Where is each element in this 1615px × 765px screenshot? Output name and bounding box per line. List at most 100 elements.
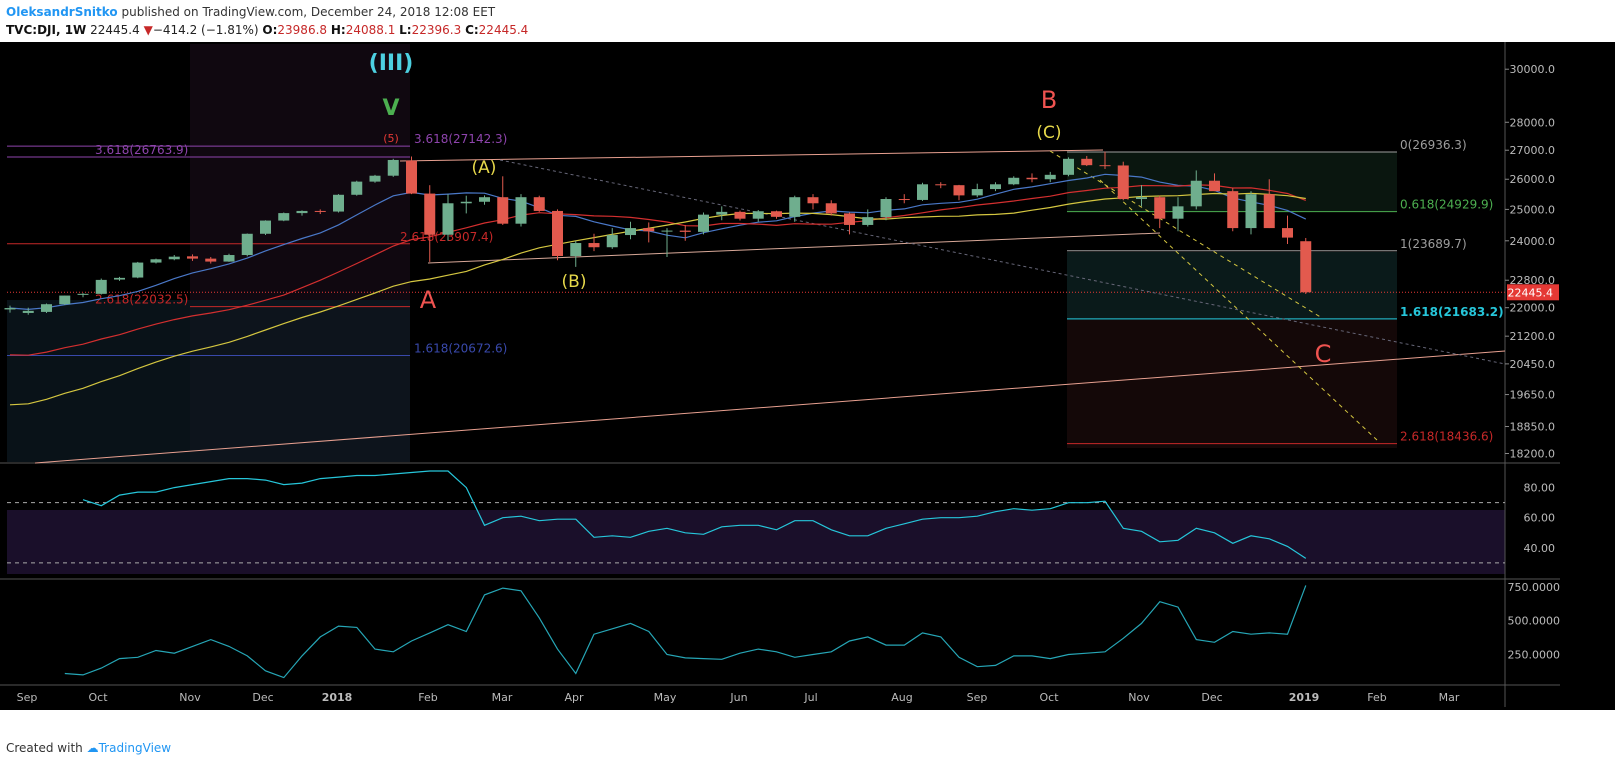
fib-zone-2	[1067, 320, 1397, 448]
footer-credit: Created with ☁TradingView	[6, 741, 171, 755]
down-arrow-icon: ▼	[143, 23, 153, 37]
candle-body	[862, 217, 874, 225]
wave-label: (5)	[383, 132, 399, 145]
time-tick-label: Sep	[17, 691, 38, 704]
candle-body	[1044, 174, 1056, 180]
candle-body	[625, 228, 636, 236]
candle-body	[1227, 191, 1239, 229]
time-tick-label: Jul	[803, 691, 817, 704]
candle-body	[77, 293, 89, 295]
candle-body	[588, 243, 600, 248]
rsi-line	[82, 470, 1307, 559]
candle-body	[132, 262, 144, 278]
candle-body	[424, 193, 436, 235]
candle-body	[369, 175, 381, 182]
time-tick-label: Nov	[179, 691, 201, 704]
candle-body	[716, 211, 728, 215]
candle-body	[406, 160, 417, 194]
candle-body	[898, 199, 910, 201]
candle-body	[241, 233, 253, 256]
author-link[interactable]: OleksandrSnitko	[6, 5, 118, 19]
candle-body	[643, 228, 655, 232]
published-text: published on TradingView.com, December 2…	[121, 5, 496, 19]
open-value: 23986.8	[277, 23, 328, 37]
candle-body	[533, 197, 545, 211]
moving-average-line	[9, 184, 1307, 356]
candle-body	[168, 256, 180, 260]
price-tick-label: 22000.0	[1510, 302, 1556, 315]
time-tick-label: Jun	[729, 691, 747, 704]
close-label: C:	[465, 23, 479, 37]
candle-body	[1154, 197, 1166, 219]
wave-label: (III)	[369, 51, 414, 76]
candle-body	[205, 258, 217, 262]
candle-body	[570, 243, 582, 257]
candle-body	[971, 189, 983, 196]
candle-body	[515, 197, 527, 224]
fib-level-label: 2.618(18436.6)	[1400, 430, 1493, 444]
symbol-label[interactable]: TVC:DJI, 1W	[6, 23, 87, 37]
candle-body	[1081, 158, 1093, 166]
candle-body	[990, 184, 1001, 190]
tradingview-link[interactable]: TradingView	[98, 741, 172, 755]
created-with-text: Created with	[6, 741, 83, 755]
candle-body	[278, 213, 290, 221]
projection-line	[1049, 150, 1323, 319]
candle-body	[679, 230, 691, 232]
tradingview-logo-icon[interactable]: ☁	[86, 741, 99, 755]
channel-fill	[7, 300, 410, 462]
wave-label: (B)	[562, 272, 587, 292]
candle-body	[22, 310, 34, 313]
candle-body	[223, 255, 235, 262]
time-tick-label: Dec	[252, 691, 273, 704]
price-tick-label: 22800.0	[1510, 274, 1556, 287]
ohlc-legend: TVC:DJI, 1W 22445.4 ▼−414.2 (−1.81%) O:2…	[6, 23, 528, 37]
candle-body	[114, 277, 125, 280]
close-value: 22445.4	[478, 23, 529, 37]
candle-body	[953, 185, 965, 196]
candle-body	[825, 203, 837, 214]
price-tick-label: 24000.0	[1510, 235, 1556, 248]
time-tick-label: Feb	[418, 691, 437, 704]
candle-body	[296, 210, 308, 214]
fib-level-label: 1(23689.7)	[1400, 237, 1467, 251]
time-tick-label: Apr	[564, 691, 584, 704]
candle-body	[187, 256, 198, 259]
candle-body	[606, 235, 618, 248]
low-value: 22396.3	[411, 23, 462, 37]
candle-body	[1026, 177, 1038, 180]
candle-body	[387, 159, 399, 176]
candle-body	[260, 220, 271, 234]
price-tick-label: 19650.0	[1510, 389, 1556, 402]
candle-body	[552, 210, 563, 257]
rsi-tick-label: 60.00	[1524, 512, 1556, 525]
candle-body	[698, 214, 709, 232]
moving-average-line	[9, 173, 1307, 311]
fib-level-label: 3.618(27142.3)	[414, 132, 507, 146]
price-tick-label: 30000.0	[1510, 63, 1556, 76]
candle-body	[4, 308, 16, 310]
fib-level-label: 2.618(22032.5)	[95, 293, 188, 307]
candle-body	[351, 181, 363, 195]
last-price: 22445.4	[90, 23, 140, 37]
trendline-support	[34, 350, 1506, 464]
rsi-band	[7, 510, 1505, 574]
price-tick-label: 25000.0	[1510, 203, 1556, 216]
publish-info: OleksandrSnitko published on TradingView…	[6, 5, 495, 19]
wave-label: B	[1041, 86, 1057, 114]
time-tick-label: Feb	[1367, 691, 1386, 704]
candle-body	[497, 197, 509, 224]
oscillator-line	[64, 585, 1307, 679]
time-tick-label: Aug	[891, 691, 912, 704]
candle-body	[1190, 180, 1202, 207]
wave-label: V	[382, 96, 399, 121]
wave-label: A	[420, 286, 437, 314]
time-tick-label: Mar	[492, 691, 513, 704]
high-value: 24088.1	[345, 23, 396, 37]
candle-body	[1136, 197, 1147, 200]
fib-level-label: 2.618(23907.4)	[400, 230, 493, 244]
high-label: H:	[330, 23, 346, 37]
candle-body	[1063, 158, 1074, 175]
candle-body	[460, 201, 472, 204]
